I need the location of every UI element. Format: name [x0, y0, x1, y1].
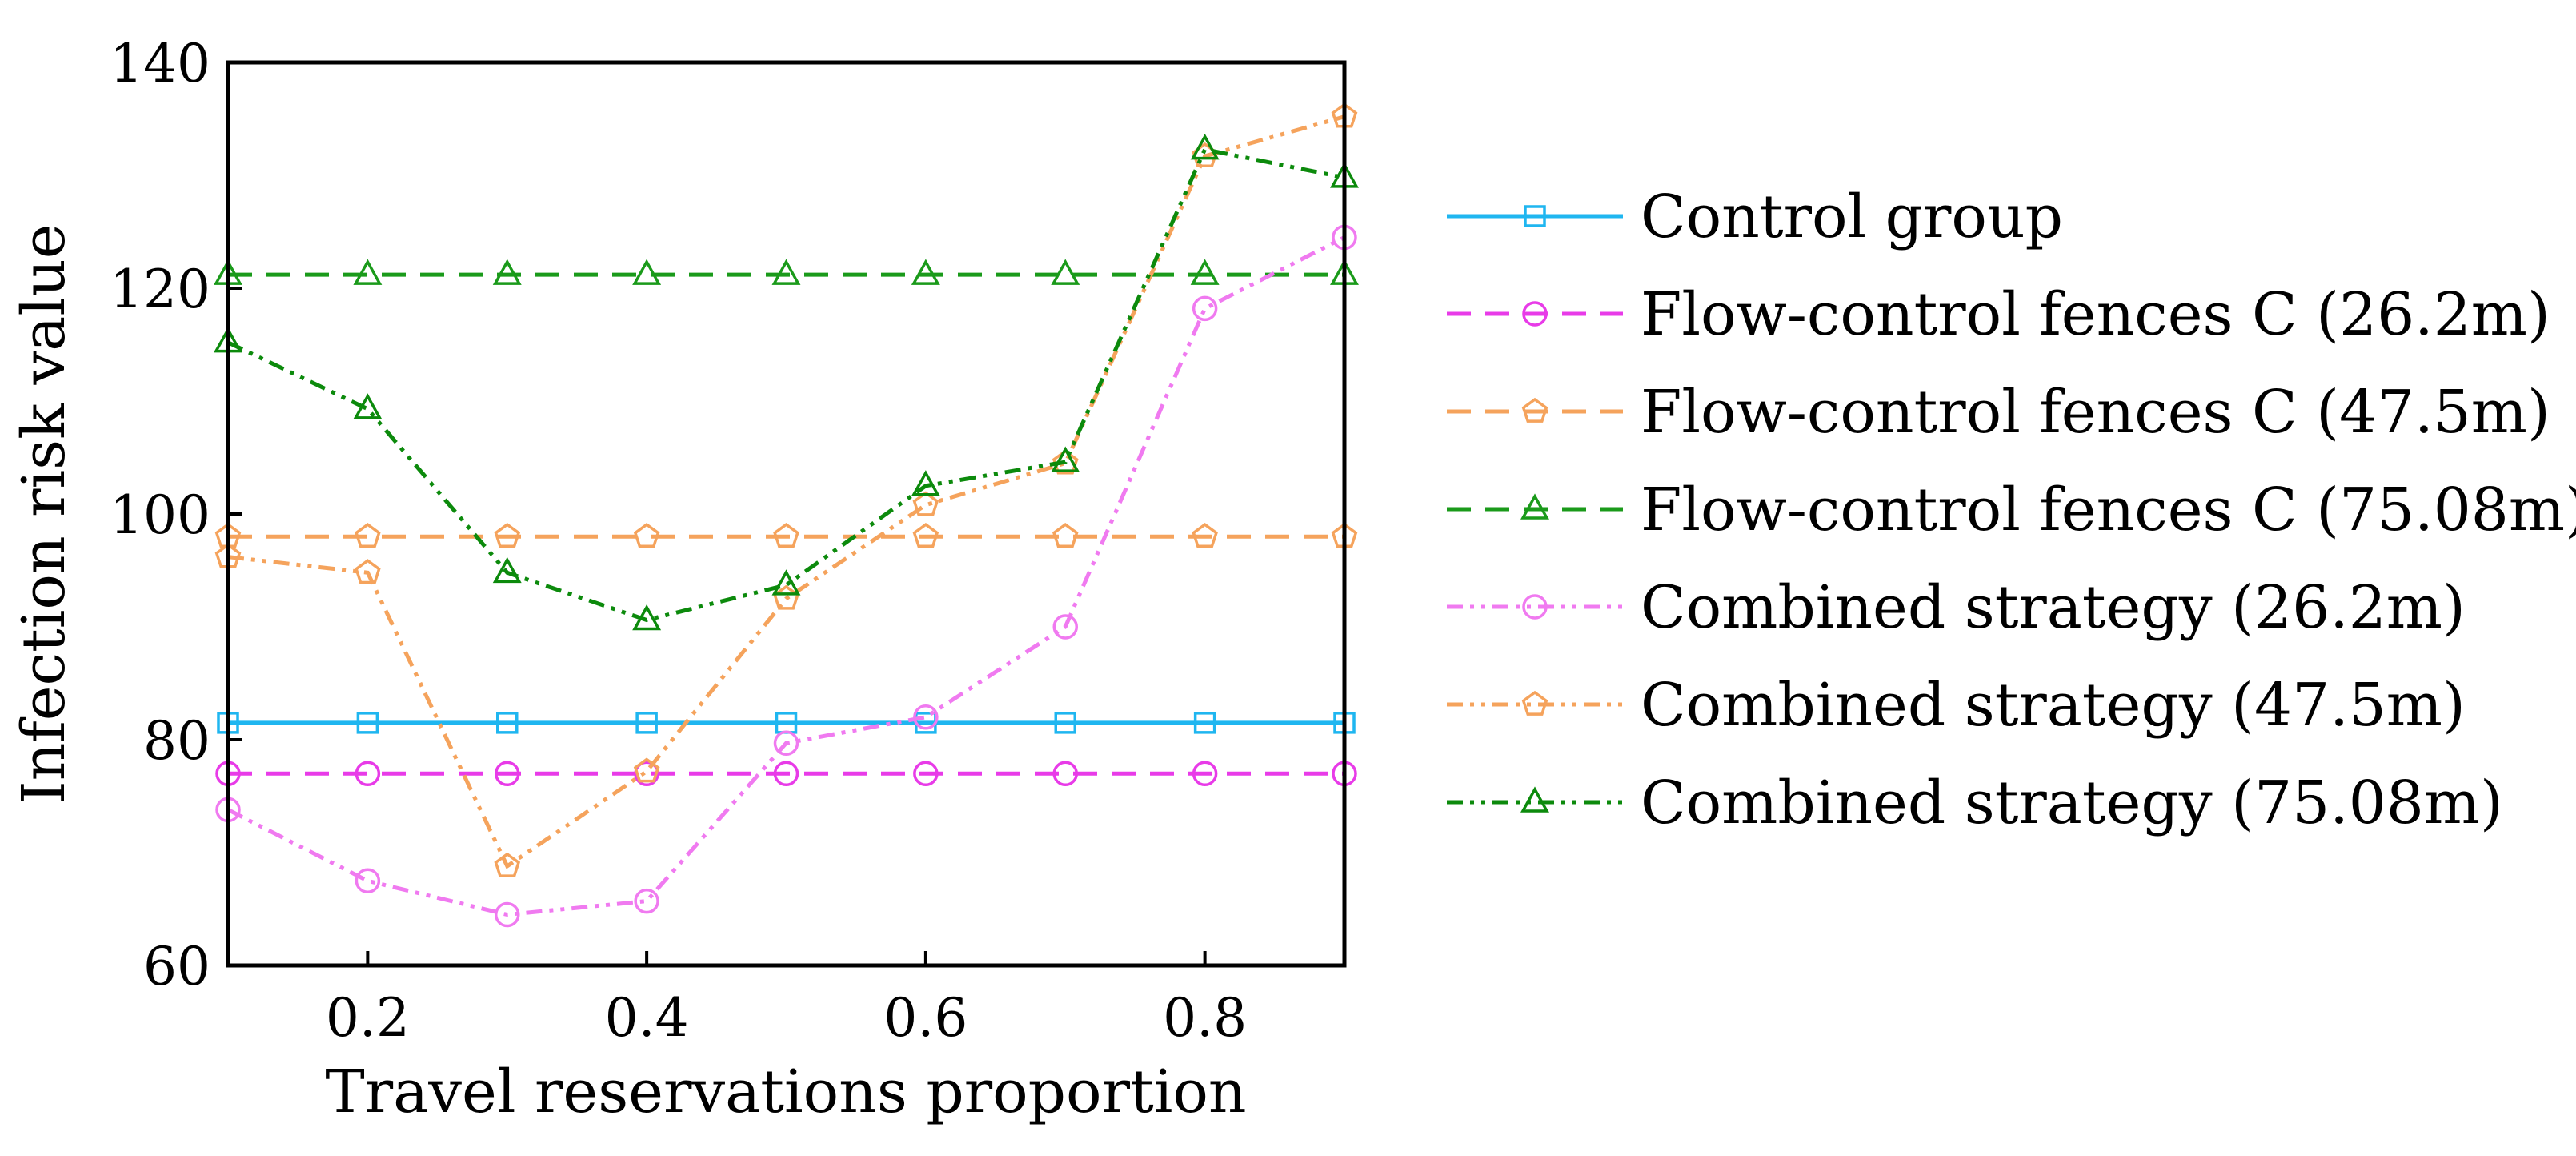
- data-point-marker: [1052, 449, 1079, 475]
- legend-label: Combined strategy (26.2m): [1641, 573, 2466, 642]
- axis-ticks: 0.2 0.4 0.6 0.8 60 80 100 120 140: [110, 33, 1247, 1049]
- legend: Control group Flow-control fences C (26.2…: [1447, 183, 2576, 837]
- legend-entry: Combined strategy (47.5m): [1447, 671, 2466, 740]
- legend-marker: [1521, 397, 1548, 423]
- data-point-marker: [773, 523, 799, 548]
- data-point-marker: [495, 901, 520, 928]
- legend-marker: [1520, 493, 1549, 520]
- data-point-marker: [1192, 295, 1218, 322]
- series-line: [226, 235, 1346, 917]
- legend-label: Combined strategy (75.08m): [1641, 769, 2503, 837]
- legend-entry: Flow-control fences C (75.08m): [1447, 476, 2576, 544]
- legend-entry: Flow-control fences C (47.5m): [1447, 378, 2550, 447]
- data-point-marker: [632, 604, 662, 631]
- data-point-marker: [1052, 523, 1079, 548]
- data-point-marker: [911, 470, 940, 496]
- data-point-marker: [355, 559, 381, 584]
- data-point-marker: [1192, 523, 1218, 548]
- data-point-marker: [913, 704, 939, 730]
- data-point-marker: [492, 259, 522, 285]
- legend-entry: Combined strategy (26.2m): [1447, 573, 2466, 642]
- data-point-marker: [912, 523, 939, 548]
- x-axis-label: Travel reservations proportion: [325, 1058, 1246, 1126]
- data-point-marker: [633, 523, 660, 548]
- legend-marker: [1522, 301, 1548, 327]
- legend-marker: [1524, 205, 1546, 227]
- legend-label: Flow-control fences C (75.08m): [1641, 476, 2576, 544]
- x-tick-label: 0.2: [326, 987, 410, 1049]
- x-tick-label: 0.4: [605, 987, 689, 1049]
- data-point-marker: [496, 712, 519, 734]
- data-point-marker: [355, 868, 381, 893]
- data-point-marker: [1054, 712, 1076, 734]
- data-point-marker: [771, 259, 801, 285]
- legend-marker: [1521, 690, 1548, 716]
- series-line: [226, 147, 1345, 623]
- data-point-marker: [355, 523, 381, 548]
- x-tick-label: 0.6: [883, 987, 968, 1049]
- data-point-marker: [634, 761, 659, 787]
- data-point-marker: [635, 712, 658, 734]
- legend-entry: Combined strategy (75.08m): [1447, 769, 2503, 837]
- y-tick-label: 120: [110, 259, 210, 320]
- legend-marker: [1520, 786, 1549, 813]
- data-point-marker: [1190, 259, 1220, 285]
- legend-label: Flow-control fences C (47.5m): [1641, 378, 2550, 447]
- data-point-marker: [1052, 761, 1078, 787]
- data-point-marker: [1051, 259, 1080, 285]
- data-point-marker: [492, 556, 522, 584]
- data-point-marker: [634, 888, 659, 914]
- data-point-marker: [633, 757, 660, 783]
- legend-marker: [1522, 594, 1548, 620]
- data-point-marker: [494, 523, 521, 548]
- data-point-marker: [1051, 446, 1080, 472]
- data-point-marker: [913, 761, 939, 787]
- x-tick-label: 0.8: [1163, 987, 1247, 1049]
- series-layer: [214, 102, 1359, 928]
- data-point-marker: [355, 761, 381, 787]
- y-tick-label: 80: [143, 710, 210, 772]
- legend-entry: Control group: [1447, 183, 2063, 251]
- data-point-marker: [495, 761, 520, 787]
- y-tick-label: 60: [143, 936, 210, 997]
- data-point-marker: [632, 259, 662, 285]
- data-point-marker: [771, 569, 801, 596]
- legend-label: Flow-control fences C (26.2m): [1641, 280, 2550, 349]
- data-point-marker: [912, 491, 939, 516]
- data-point-marker: [356, 712, 379, 734]
- data-point-marker: [773, 730, 799, 756]
- data-point-marker: [1192, 761, 1218, 787]
- data-point-marker: [1190, 133, 1220, 160]
- data-point-marker: [353, 393, 383, 419]
- data-point-marker: [773, 761, 799, 787]
- data-point-marker: [1052, 614, 1078, 640]
- legend-label: Combined strategy (47.5m): [1641, 671, 2466, 740]
- data-point-marker: [911, 259, 940, 285]
- legend-label: Control group: [1641, 183, 2063, 251]
- y-tick-label: 140: [110, 33, 210, 94]
- data-point-marker: [494, 852, 521, 877]
- y-axis-label: Infection risk value: [10, 223, 78, 804]
- data-point-marker: [1193, 712, 1216, 734]
- data-point-marker: [353, 259, 383, 285]
- legend-entry: Flow-control fences C (26.2m): [1447, 280, 2550, 349]
- y-tick-label: 100: [110, 484, 210, 546]
